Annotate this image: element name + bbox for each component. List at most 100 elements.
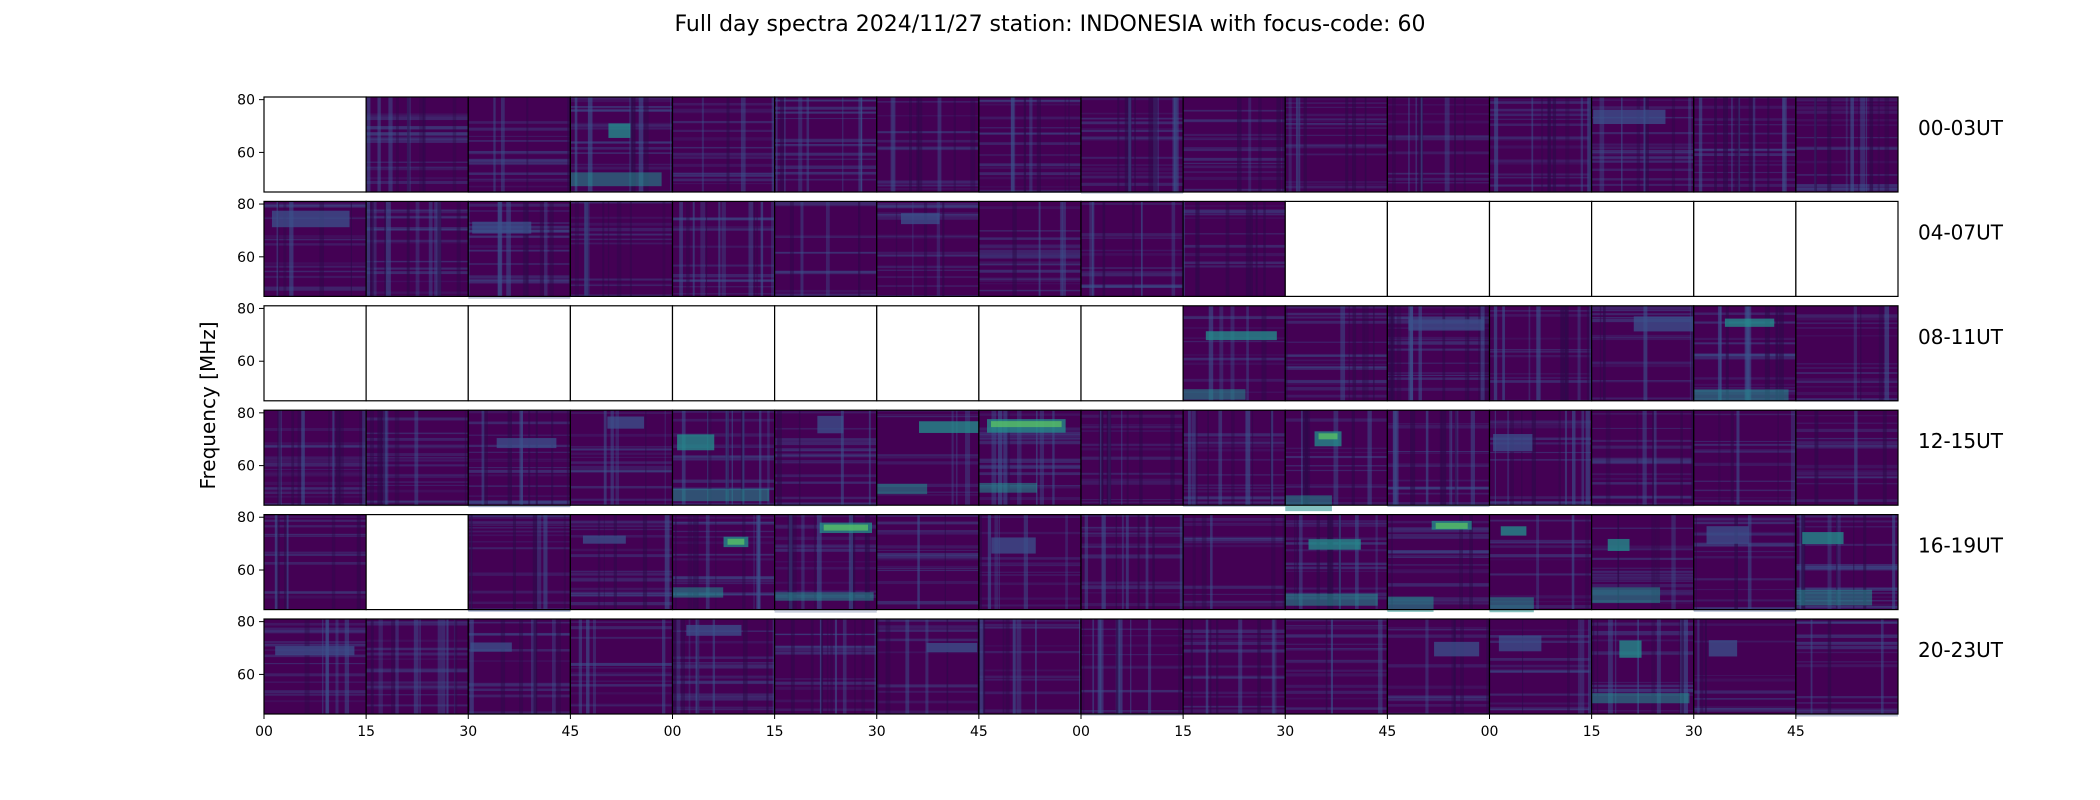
frequency-stripe	[264, 491, 367, 495]
time-stripe	[615, 410, 620, 506]
time-stripe	[544, 201, 548, 297]
time-stripe	[1039, 410, 1044, 506]
frequency-stripe	[672, 293, 775, 295]
frequency-stripe	[774, 165, 877, 169]
time-stripe	[692, 201, 695, 297]
frequency-stripe	[468, 158, 571, 162]
time-stripe	[1730, 410, 1734, 506]
frequency-stripe	[876, 600, 979, 605]
x-tick-label: 15	[1174, 724, 1192, 740]
frequency-stripe	[1183, 165, 1286, 169]
frequency-stripe	[1285, 134, 1388, 136]
frequency-stripe	[1285, 316, 1388, 319]
time-stripe	[1865, 97, 1868, 192]
time-stripe	[686, 201, 690, 297]
spectrum-panel	[366, 97, 469, 192]
frequency-stripe	[1285, 619, 1388, 622]
time-stripe	[385, 201, 391, 297]
spectrum-panel	[1795, 410, 1898, 506]
frequency-stripe	[1081, 666, 1184, 669]
frequency-stripe	[774, 453, 877, 456]
frequency-stripe	[978, 464, 1081, 467]
frequency-stripe	[1795, 708, 1898, 711]
frequency-stripe	[468, 572, 571, 576]
frequency-stripe	[672, 120, 775, 124]
empty-panel	[671, 305, 776, 402]
time-stripe	[1195, 410, 1198, 506]
frequency-stripe	[1795, 314, 1898, 318]
burst-band	[607, 416, 645, 429]
frequency-stripe	[774, 293, 877, 298]
time-stripe	[368, 97, 371, 192]
time-stripe	[842, 619, 847, 714]
frequency-stripe	[1795, 136, 1898, 139]
time-stripe	[923, 201, 928, 297]
frequency-stripe	[570, 704, 673, 707]
frequency-stripe	[876, 651, 979, 654]
frequency-stripe	[978, 443, 1081, 445]
frequency-stripe	[1183, 433, 1286, 437]
frequency-stripe	[1591, 710, 1694, 712]
time-stripe	[519, 619, 524, 714]
time-stripe	[1531, 97, 1534, 192]
time-stripe	[1444, 97, 1450, 192]
frequency-stripe	[1489, 708, 1592, 711]
time-stripe	[1126, 410, 1129, 506]
frequency-stripe	[1795, 327, 1898, 329]
time-stripe	[1078, 619, 1081, 714]
frequency-stripe	[1795, 634, 1898, 636]
frequency-stripe	[876, 205, 979, 208]
frequency-stripe	[468, 621, 571, 624]
frequency-stripe	[468, 534, 571, 537]
frequency-stripe	[264, 461, 367, 464]
frequency-stripe	[1591, 652, 1694, 656]
frequency-stripe	[1591, 144, 1694, 146]
frequency-stripe	[1183, 316, 1286, 320]
time-stripe	[1470, 410, 1475, 506]
time-stripe	[865, 514, 867, 610]
time-stripe	[1388, 305, 1394, 401]
frequency-stripe	[1795, 567, 1898, 570]
x-tick-label: 00	[1072, 724, 1090, 740]
frequency-stripe	[366, 280, 469, 283]
frequency-stripe	[1489, 184, 1592, 187]
frequency-stripe	[570, 469, 673, 473]
time-stripe	[1608, 619, 1613, 714]
frequency-stripe	[1081, 635, 1184, 637]
time-stripe	[1585, 514, 1590, 610]
time-stripe	[1651, 619, 1656, 714]
time-stripe	[1340, 305, 1346, 401]
frequency-stripe	[672, 662, 775, 664]
frequency-stripe	[1489, 112, 1592, 116]
time-stripe	[1642, 410, 1647, 506]
empty-panel	[1386, 200, 1491, 297]
frequency-stripe	[1591, 571, 1694, 573]
frequency-stripe	[774, 481, 877, 484]
frequency-stripe	[774, 581, 877, 584]
frequency-stripe	[1591, 580, 1694, 582]
frequency-stripe	[1285, 143, 1388, 147]
time-stripe	[1006, 410, 1011, 506]
time-stripe	[1016, 619, 1022, 714]
time-stripe	[701, 97, 704, 192]
empty-panel	[467, 305, 571, 402]
frequency-stripe	[672, 553, 775, 556]
frequency-stripe	[1081, 112, 1184, 115]
frequency-stripe	[1489, 605, 1592, 609]
frequency-stripe	[978, 582, 1081, 586]
frequency-stripe	[1489, 101, 1592, 104]
frequency-stripe	[1591, 688, 1694, 691]
time-stripe	[925, 619, 929, 714]
x-tick-label: 00	[664, 724, 682, 740]
time-stripe	[1089, 201, 1093, 297]
frequency-stripe	[468, 688, 571, 692]
time-stripe	[1853, 514, 1855, 610]
time-stripe	[821, 619, 824, 714]
time-stripe	[1464, 305, 1468, 401]
frequency-stripe	[1795, 148, 1898, 150]
frequency-stripe	[366, 141, 469, 143]
time-stripe	[676, 619, 681, 714]
spectrum-panel	[978, 514, 1081, 610]
frequency-stripe	[366, 474, 469, 478]
time-stripe	[524, 201, 529, 297]
